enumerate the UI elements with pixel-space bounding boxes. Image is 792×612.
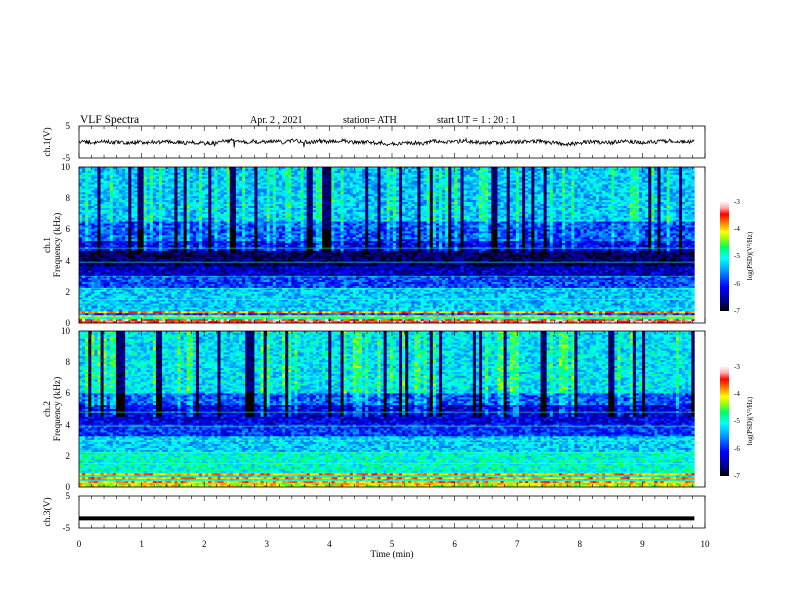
station-label: station= ATH <box>343 115 397 126</box>
ch1-spec-ytick-6: 6 <box>66 224 71 234</box>
ch2-colorbar-tick-m7: -7 <box>734 472 740 480</box>
ch1-colorbar-tick-m7: -7 <box>734 307 740 315</box>
ch1-spec-ytick-8: 8 <box>66 193 71 203</box>
ch1-spec-ytick-4: 4 <box>66 256 71 266</box>
ch2-spectrogram-ylabel: ch.2Frequency (kHz) <box>43 377 63 442</box>
ch2-colorbar-tick-m6: -6 <box>734 445 740 453</box>
ch1-colorbar-tick-m3: -3 <box>734 198 740 206</box>
ch2-spec-ytick-2: 2 <box>66 451 71 461</box>
vlf-figure: VLF Spectra Apr. 2 , 2021 station= ATH s… <box>0 0 792 612</box>
figure-title: VLF Spectra <box>80 114 139 126</box>
x-tick-label-9: 9 <box>640 539 645 549</box>
ch3-ytick-top: 5 <box>66 491 71 501</box>
ch1-spectrogram-panel: 0 2 4 6 8 10 ch.1Frequency (kHz) <box>43 162 705 328</box>
ch2-colorbar-tick-m5: -5 <box>734 417 740 425</box>
x-axis-tick-labels: 0 1 2 3 4 5 6 7 8 9 10 <box>77 539 710 549</box>
ch2-colorbar-tick-m3: -3 <box>734 363 740 371</box>
x-tick-label-6: 6 <box>452 539 457 549</box>
x-tick-label-7: 7 <box>515 539 520 549</box>
x-tick-label-2: 2 <box>202 539 207 549</box>
x-tick-label-0: 0 <box>77 539 82 549</box>
x-tick-label-3: 3 <box>265 539 270 549</box>
ch3-waveform-ylabel: ch.3(V) <box>42 497 53 526</box>
x-tick-label-8: 8 <box>578 539 583 549</box>
ch1-waveform-ylabel: ch.1(V) <box>42 127 53 156</box>
ch3-ytick-bottom: -5 <box>63 523 71 533</box>
x-tick-label-4: 4 <box>327 539 332 549</box>
x-tick-label-5: 5 <box>390 539 395 549</box>
ch1-spectrogram-image <box>79 167 695 323</box>
ch2-colorbar-tick-m4: -4 <box>734 390 740 398</box>
ch1-colorbar-tick-m6: -6 <box>734 280 740 288</box>
ch3-waveform-panel: 5 -5 ch.3(V) <box>42 491 705 533</box>
date-label: Apr. 2 , 2021 <box>250 115 303 126</box>
ch2-spec-ytick-6: 6 <box>66 388 71 398</box>
ch2-colorbar: -3 -4 -5 -6 -7 log(PSD)(V²/Hz) <box>720 363 754 480</box>
ch2-spectrogram-image <box>79 331 695 487</box>
ch1-waveform-panel: 5 -5 ch.1(V) <box>42 121 705 163</box>
ch1-spec-ytick-10: 10 <box>61 162 71 172</box>
ch2-spec-ytick-10: 10 <box>61 326 71 336</box>
ch2-spec-ytick-4: 4 <box>66 420 71 430</box>
start-time-label: start UT = 1 : 20 : 1 <box>437 115 516 126</box>
ch1-ytick-top: 5 <box>66 121 71 131</box>
ch1-colorbar-scale <box>720 201 729 311</box>
ch1-colorbar-tick-m5: -5 <box>734 252 740 260</box>
ch2-colorbar-label: log(PSD)(V²/Hz) <box>746 396 754 445</box>
ch1-colorbar-label: log(PSD)(V²/Hz) <box>746 231 754 280</box>
x-tick-label-1: 1 <box>139 539 144 549</box>
ch2-colorbar-scale <box>720 366 729 476</box>
ch1-colorbar: -3 -4 -5 -6 -7 log(PSD)(V²/Hz) <box>720 198 754 315</box>
ch2-spec-ytick-8: 8 <box>66 357 71 367</box>
x-tick-label-10: 10 <box>701 539 711 549</box>
ch1-colorbar-tick-m4: -4 <box>734 225 740 233</box>
ch1-spec-ytick-2: 2 <box>66 287 71 297</box>
ch1-spectrogram-ylabel: ch.1Frequency (kHz) <box>43 213 63 278</box>
x-axis-label: Time (min) <box>370 549 413 560</box>
ch2-spectrogram-panel: 0 2 4 6 8 10 ch.2Frequency (kHz) <box>43 326 705 492</box>
